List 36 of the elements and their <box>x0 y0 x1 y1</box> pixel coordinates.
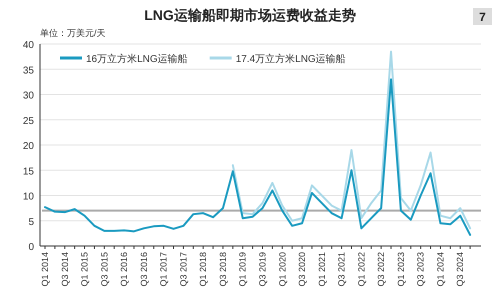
y-tick-label: 40 <box>22 40 34 51</box>
x-tick-label: Q1 2017 <box>158 252 169 287</box>
x-tick-label: Q3 2020 <box>297 252 308 287</box>
x-tick-label: Q3 2023 <box>416 252 426 287</box>
chart-title: LNG运输船即期市场运费收益走势 <box>144 7 356 23</box>
x-tick-label: Q3 2019 <box>258 252 268 287</box>
y-tick-label: 20 <box>22 141 34 152</box>
x-tick-label: Q1 2021 <box>316 252 327 287</box>
y-tick-label: 25 <box>22 116 34 127</box>
legend-label: 16万立方米LNG运输船 <box>86 53 188 65</box>
legend-label: 17.4万立方米LNG运输船 <box>236 53 346 65</box>
x-tick-label: Q3 2022 <box>376 252 386 287</box>
x-tick-label: Q3 2018 <box>218 252 228 287</box>
x-tick-label: Q1 2014 <box>40 252 50 287</box>
x-tick-label: Q3 2014 <box>60 252 70 287</box>
y-tick-label: 0 <box>28 242 34 253</box>
y-tick-label: 35 <box>22 65 34 76</box>
y-tick-label: 5 <box>28 216 34 228</box>
y-tick-label: 10 <box>22 192 34 202</box>
y-axis-title: 单位：万美元/天 <box>40 28 106 38</box>
x-tick-label: Q3 2016 <box>138 252 149 287</box>
page-number: 7 <box>473 8 492 25</box>
x-tick-label: Q1 2022 <box>356 252 366 287</box>
x-tick-label: Q3 2024 <box>455 252 466 287</box>
x-tick-label: Q1 2024 <box>435 252 446 287</box>
x-tick-label: Q1 2018 <box>198 252 208 287</box>
x-tick-label: Q1 2019 <box>238 252 248 287</box>
x-tick-label: Q3 2015 <box>99 252 110 287</box>
x-tick-label: Q1 2015 <box>80 252 90 287</box>
x-tick-label: Q3 2021 <box>336 252 347 287</box>
y-tick-label: 15 <box>22 166 34 178</box>
x-tick-label: Q1 2016 <box>119 252 130 287</box>
x-tick-label: Q1 2020 <box>277 252 288 287</box>
y-tick-label: 30 <box>22 90 34 102</box>
x-tick-label: Q1 2023 <box>396 252 406 287</box>
x-tick-label: Q3 2017 <box>178 252 188 287</box>
